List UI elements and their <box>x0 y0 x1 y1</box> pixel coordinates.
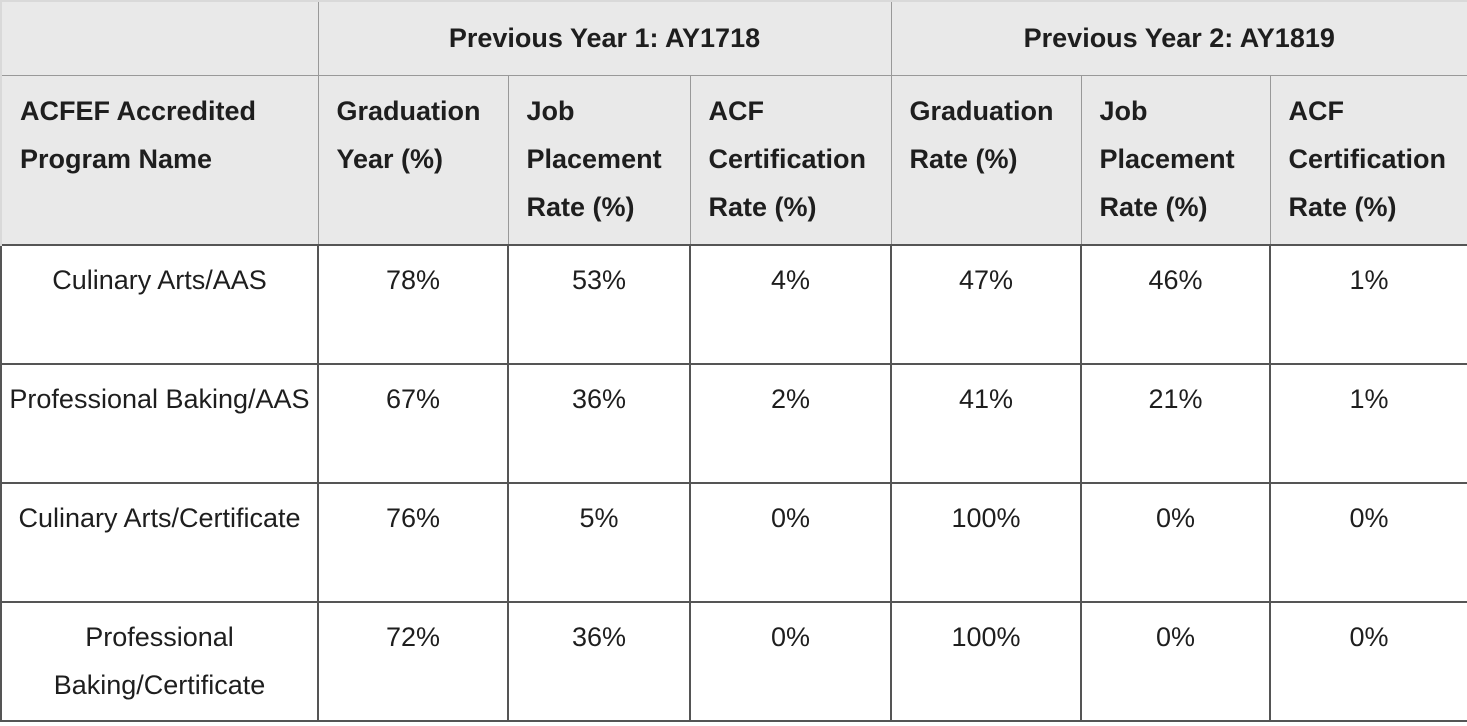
column-header-job-placement-y1: Job Placement Rate (%) <box>507 74 691 246</box>
value-cell: 100% <box>890 601 1082 722</box>
column-header-acf-certification-y1: ACF Certification Rate (%) <box>689 74 892 246</box>
table-row: Professional Baking/Certificate 72% 36% … <box>0 601 1467 722</box>
corner-cell <box>0 0 319 76</box>
table-row: Professional Baking/AAS 67% 36% 2% 41% 2… <box>0 363 1467 484</box>
value-cell: 36% <box>507 363 691 484</box>
value-cell: 0% <box>1268 601 1467 722</box>
value-cell: 0% <box>1268 482 1467 603</box>
value-cell: 100% <box>890 482 1082 603</box>
program-name-cell: Professional Baking/Certificate <box>0 601 319 722</box>
value-cell: 78% <box>317 244 509 365</box>
program-name-cell: Culinary Arts/Certificate <box>0 482 319 603</box>
value-cell: 76% <box>317 482 509 603</box>
value-cell: 21% <box>1080 363 1271 484</box>
value-cell: 36% <box>507 601 691 722</box>
value-cell: 2% <box>689 363 892 484</box>
column-header-acf-certification-y2: ACF Certification Rate (%) <box>1269 74 1467 246</box>
group-header-ay1718: Previous Year 1: AY1718 <box>317 0 892 76</box>
value-cell: 53% <box>507 244 691 365</box>
value-cell: 4% <box>689 244 892 365</box>
value-cell: 72% <box>317 601 509 722</box>
value-cell: 0% <box>689 601 892 722</box>
value-cell: 0% <box>1080 482 1271 603</box>
value-cell: 0% <box>1080 601 1271 722</box>
value-cell: 67% <box>317 363 509 484</box>
value-cell: 47% <box>890 244 1082 365</box>
column-header-graduation-year-y1: Graduation Year (%) <box>317 74 509 246</box>
value-cell: 5% <box>507 482 691 603</box>
value-cell: 0% <box>689 482 892 603</box>
table-row: Culinary Arts/Certificate 76% 5% 0% 100%… <box>0 482 1467 603</box>
group-header-ay1819: Previous Year 2: AY1819 <box>890 0 1467 76</box>
program-name-cell: Culinary Arts/AAS <box>0 244 319 365</box>
column-header-graduation-rate-y2: Graduation Rate (%) <box>890 74 1082 246</box>
table-body: Culinary Arts/AAS 78% 53% 4% 47% 46% 1% … <box>0 244 1467 722</box>
value-cell: 46% <box>1080 244 1271 365</box>
value-cell: 1% <box>1268 244 1467 365</box>
value-cell: 41% <box>890 363 1082 484</box>
column-header-row: ACFEF Accredited Program Name Graduation… <box>0 74 1467 246</box>
program-name-cell: Professional Baking/AAS <box>0 363 319 484</box>
group-header-row: Previous Year 1: AY1718 Previous Year 2:… <box>0 0 1467 76</box>
table-row: Culinary Arts/AAS 78% 53% 4% 47% 46% 1% <box>0 244 1467 365</box>
value-cell: 1% <box>1268 363 1467 484</box>
column-header-job-placement-y2: Job Placement Rate (%) <box>1080 74 1271 246</box>
column-header-program-name: ACFEF Accredited Program Name <box>0 74 319 246</box>
table-header: Previous Year 1: AY1718 Previous Year 2:… <box>0 0 1467 246</box>
